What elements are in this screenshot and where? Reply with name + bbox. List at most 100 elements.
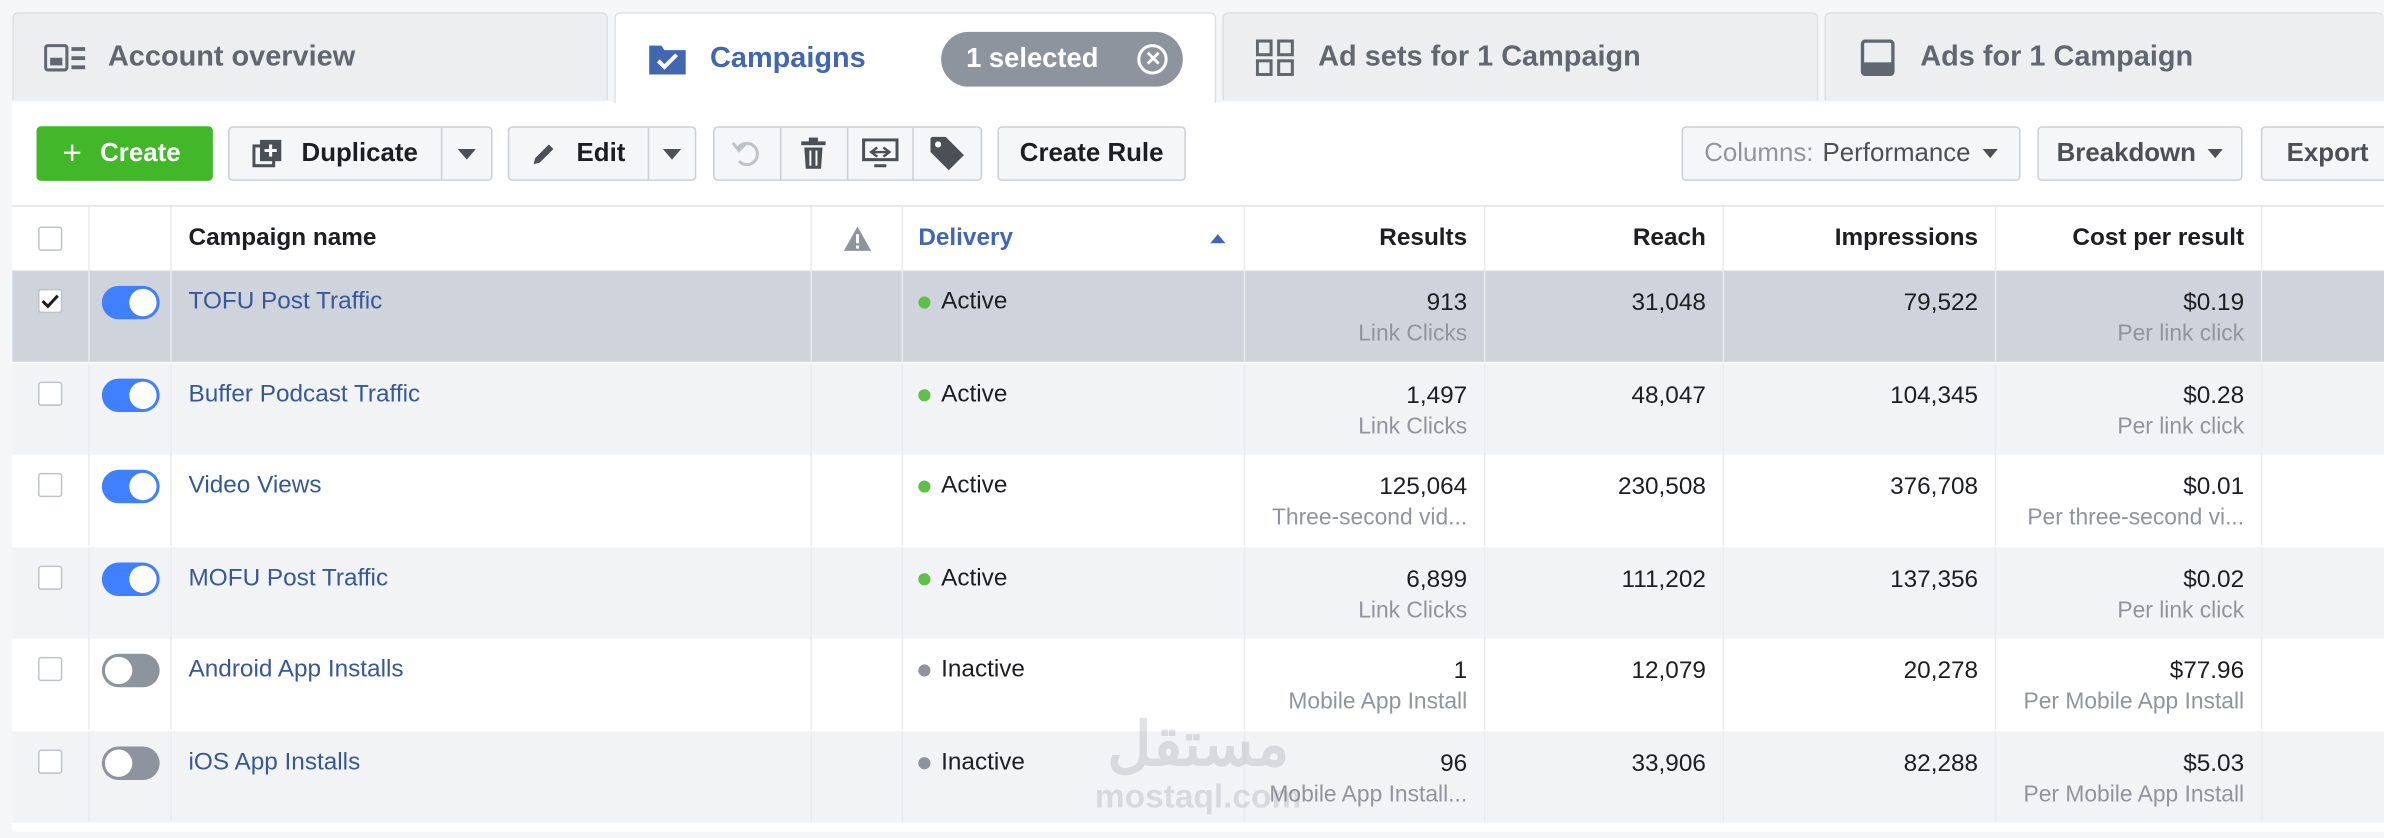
tab-campaigns[interactable]: Campaigns 1 selected ✕ <box>614 12 1217 104</box>
header-label: Delivery <box>918 225 1013 251</box>
selection-count: 1 selected <box>966 42 1099 73</box>
impressions-cell: 20,278 <box>1724 638 1997 730</box>
chevron-down-icon <box>1982 148 1998 159</box>
column-header-delivery[interactable]: Delivery <box>903 206 1246 271</box>
divider <box>646 127 649 180</box>
column-header-impressions[interactable]: Impressions <box>1724 206 1997 271</box>
campaign-name-link[interactable]: Android App Installs <box>188 656 404 683</box>
cost-value: $0.28 <box>2183 382 2245 409</box>
tag-button[interactable] <box>914 128 981 180</box>
campaign-name-link[interactable]: Buffer Podcast Traffic <box>188 380 421 407</box>
header-label: Reach <box>1632 225 1706 251</box>
impressions-value: 82,288 <box>1903 750 1979 777</box>
divider <box>846 127 848 180</box>
results-cell: 913 Link Clicks <box>1245 270 1486 362</box>
column-header-cost-per-result[interactable]: Cost per result <box>1996 206 2263 271</box>
revert-button[interactable] <box>715 128 780 180</box>
table-row[interactable]: Video Views Active 125,064 Three-second … <box>12 454 2384 546</box>
row-checkbox-checked[interactable] <box>38 288 63 314</box>
edit-button[interactable]: Edit <box>509 128 647 180</box>
results-cell: 6,899 Link Clicks <box>1245 546 1486 638</box>
breakdown-dropdown[interactable]: Breakdown <box>2037 126 2243 181</box>
edit-dropdown[interactable] <box>648 128 694 180</box>
campaign-name-cell: iOS App Installs <box>172 730 812 822</box>
results-cell: 125,064 Three-second vid... <box>1245 454 1486 546</box>
campaign-folder-icon <box>646 42 689 75</box>
table-row[interactable]: MOFU Post Traffic Active 6,899 Link Clic… <box>12 546 2384 638</box>
row-checkbox[interactable] <box>38 472 63 498</box>
results-type: Link Clicks <box>1358 596 1468 623</box>
row-select-cell <box>12 730 90 822</box>
adsets-grid-icon <box>1254 38 1297 76</box>
empty-cell <box>2262 455 2384 546</box>
campaign-name-cell: Video Views <box>172 454 812 546</box>
campaign-name-link[interactable]: MOFU Post Traffic <box>188 564 389 591</box>
tab-ads[interactable]: Ads for 1 Campaign <box>1824 12 2384 101</box>
export-button[interactable]: Export <box>2260 126 2384 181</box>
tab-account-overview[interactable]: Account overview <box>12 12 609 101</box>
reach-value: 230,508 <box>1617 474 1706 501</box>
duplicate-dropdown[interactable] <box>443 128 491 180</box>
column-header-campaign-name[interactable]: Campaign name <box>172 206 812 271</box>
delete-button[interactable] <box>781 128 846 180</box>
tag-icon <box>929 135 965 171</box>
campaign-toggle[interactable] <box>101 745 159 780</box>
empty-cell <box>2262 271 2384 362</box>
status-dot-icon <box>918 296 931 309</box>
row-checkbox[interactable] <box>38 748 63 774</box>
breakdown-label: Breakdown <box>2056 138 2196 168</box>
toggle-knob <box>128 380 156 409</box>
bottom-strip <box>0 831 2384 838</box>
ab-test-button[interactable] <box>848 128 913 180</box>
empty-cell <box>2262 363 2384 454</box>
campaign-name-link[interactable]: Video Views <box>188 472 322 499</box>
empty-cell <box>2262 731 2384 822</box>
column-header-results[interactable]: Results <box>1245 206 1486 271</box>
campaign-toggle[interactable] <box>101 653 159 688</box>
header-label: Cost per result <box>2072 225 2245 251</box>
account-overview-icon <box>44 40 87 73</box>
create-button[interactable]: + Create <box>36 126 213 181</box>
table-row[interactable]: TOFU Post Traffic Active 913 Link Clicks… <box>12 270 2384 362</box>
table-header: Campaign name Delivery Results Reach Imp… <box>12 206 2384 273</box>
campaign-toggle[interactable] <box>101 285 159 320</box>
campaign-name-link[interactable]: TOFU Post Traffic <box>188 288 383 315</box>
toggle-knob <box>128 564 156 593</box>
create-rule-button[interactable]: Create Rule <box>997 126 1186 181</box>
edit-button-group: Edit <box>507 126 697 181</box>
table-row[interactable]: Buffer Podcast Traffic Active 1,497 Link… <box>12 362 2384 454</box>
row-checkbox[interactable] <box>38 380 63 406</box>
campaign-toggle[interactable] <box>101 377 159 412</box>
toggle-knob <box>104 656 132 685</box>
results-type: Three-second vid... <box>1271 504 1468 531</box>
duplicate-icon <box>252 138 283 168</box>
column-header-warnings[interactable] <box>812 206 904 271</box>
delivery-status: Inactive <box>918 657 1025 684</box>
cost-per-result-cell: $77.96 Per Mobile App Install <box>1996 638 2263 730</box>
impressions-value: 376,708 <box>1890 474 1979 501</box>
select-all-checkbox[interactable] <box>38 226 63 251</box>
cost-value: $77.96 <box>2169 658 2245 685</box>
campaign-name-link[interactable]: iOS App Installs <box>188 748 361 775</box>
column-header-reach[interactable]: Reach <box>1485 206 1725 271</box>
columns-dropdown[interactable]: Columns: Performance <box>1681 126 2021 181</box>
campaign-toggle[interactable] <box>101 561 159 596</box>
results-value: 96 <box>1440 750 1468 777</box>
duplicate-button[interactable]: Duplicate <box>230 128 442 180</box>
row-checkbox[interactable] <box>38 656 63 682</box>
reach-value: 33,906 <box>1631 750 1706 777</box>
table-row[interactable]: Android App Installs Inactive 1 Mobile A… <box>12 638 2384 730</box>
header-label: Impressions <box>1834 225 1979 251</box>
clear-selection-icon[interactable]: ✕ <box>1137 43 1169 74</box>
selection-badge: 1 selected ✕ <box>941 31 1184 86</box>
toggle-knob <box>104 748 132 777</box>
row-checkbox[interactable] <box>38 564 63 590</box>
tab-adsets[interactable]: Ad sets for 1 Campaign <box>1222 12 1819 101</box>
results-value: 6,899 <box>1406 566 1468 593</box>
warnings-cell <box>812 270 904 362</box>
toggle-column-header <box>90 206 172 271</box>
chevron-down-icon <box>457 148 477 159</box>
campaign-toggle[interactable] <box>101 469 159 504</box>
delivery-cell: Active <box>903 546 1246 638</box>
table-row[interactable]: iOS App Installs Inactive 96 Mobile App … <box>12 730 2384 822</box>
